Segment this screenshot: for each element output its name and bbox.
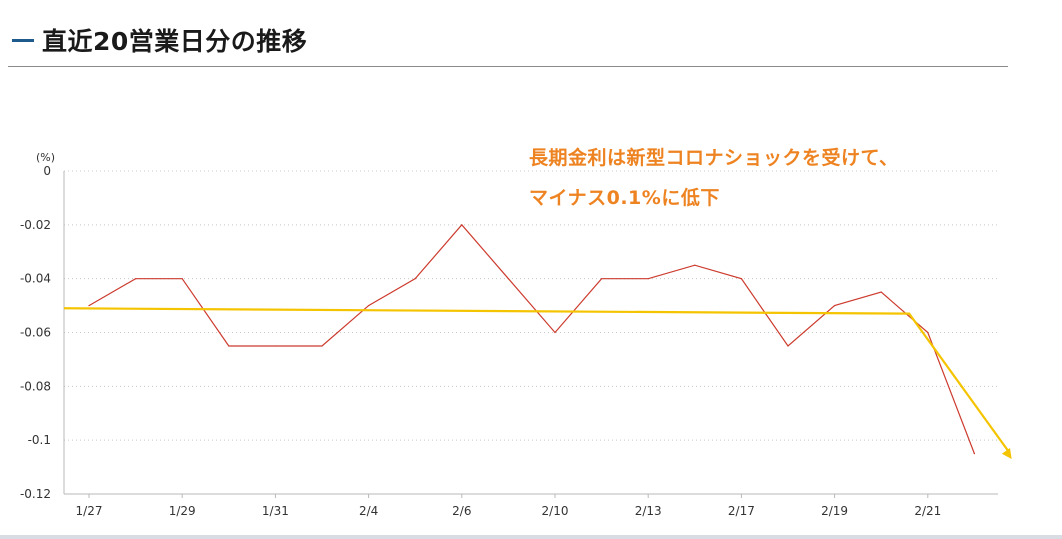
- data-point-19: [973, 453, 976, 455]
- y-tick-label-0: 0: [43, 164, 51, 178]
- x-tick-label-5: 2/10: [542, 504, 569, 518]
- section-header: 直近20営業日分の推移: [8, 18, 1008, 67]
- data-point-8: [461, 224, 463, 226]
- data-point-5: [321, 345, 323, 347]
- x-tick-label-9: 2/21: [914, 504, 941, 518]
- x-tick-label-4: 2/6: [452, 504, 471, 518]
- data-point-12: [647, 278, 649, 280]
- trend-arrow-line: [63, 307, 1011, 454]
- data-point-3: [228, 345, 230, 347]
- title-dash-icon: [12, 39, 34, 42]
- data-point-18: [927, 331, 929, 334]
- y-tick-label-4: -0.08: [20, 379, 51, 393]
- data-point-15: [787, 345, 789, 347]
- data-point-11: [601, 278, 603, 280]
- y-tick-label-3: -0.06: [20, 326, 51, 340]
- series-line-0: [88, 223, 975, 454]
- data-point-4: [274, 345, 276, 347]
- chart-annotation-line-2: マイナス0.1%に低下: [529, 187, 720, 209]
- x-tick-label-3: 2/4: [359, 504, 378, 518]
- data-point-6: [368, 304, 370, 307]
- y-tick-label-2: -0.04: [20, 272, 51, 286]
- data-point-0: [88, 304, 90, 307]
- x-tick-label-8: 2/19: [821, 504, 848, 518]
- y-unit-label: (%): [36, 151, 55, 164]
- data-point-14: [740, 278, 743, 280]
- trend-arrowhead: [1001, 447, 1012, 460]
- x-tick-label-0: 1/27: [76, 504, 103, 518]
- y-tick-label-1: -0.02: [20, 218, 51, 232]
- y-tick-label-5: -0.1: [28, 433, 51, 447]
- page-title: 直近20営業日分の推移: [42, 27, 308, 56]
- data-point-17: [880, 291, 882, 293]
- data-point-10: [554, 331, 556, 334]
- data-point-9: [507, 278, 509, 280]
- data-point-13: [694, 264, 696, 266]
- x-tick-label-6: 2/13: [635, 504, 662, 518]
- y-tick-label-6: -0.12: [20, 487, 51, 501]
- data-point-2: [181, 278, 183, 280]
- x-tick-label-2: 1/31: [262, 504, 289, 518]
- x-tick-label-7: 2/17: [728, 504, 755, 518]
- bottom-divider: [0, 535, 1062, 539]
- data-point-16: [834, 304, 836, 307]
- data-point-7: [414, 278, 416, 280]
- x-tick-label-1: 1/29: [169, 504, 196, 518]
- chart-annotation-line-1: 長期金利は新型コロナショックを受けて、: [529, 147, 899, 169]
- data-point-1: [135, 278, 137, 280]
